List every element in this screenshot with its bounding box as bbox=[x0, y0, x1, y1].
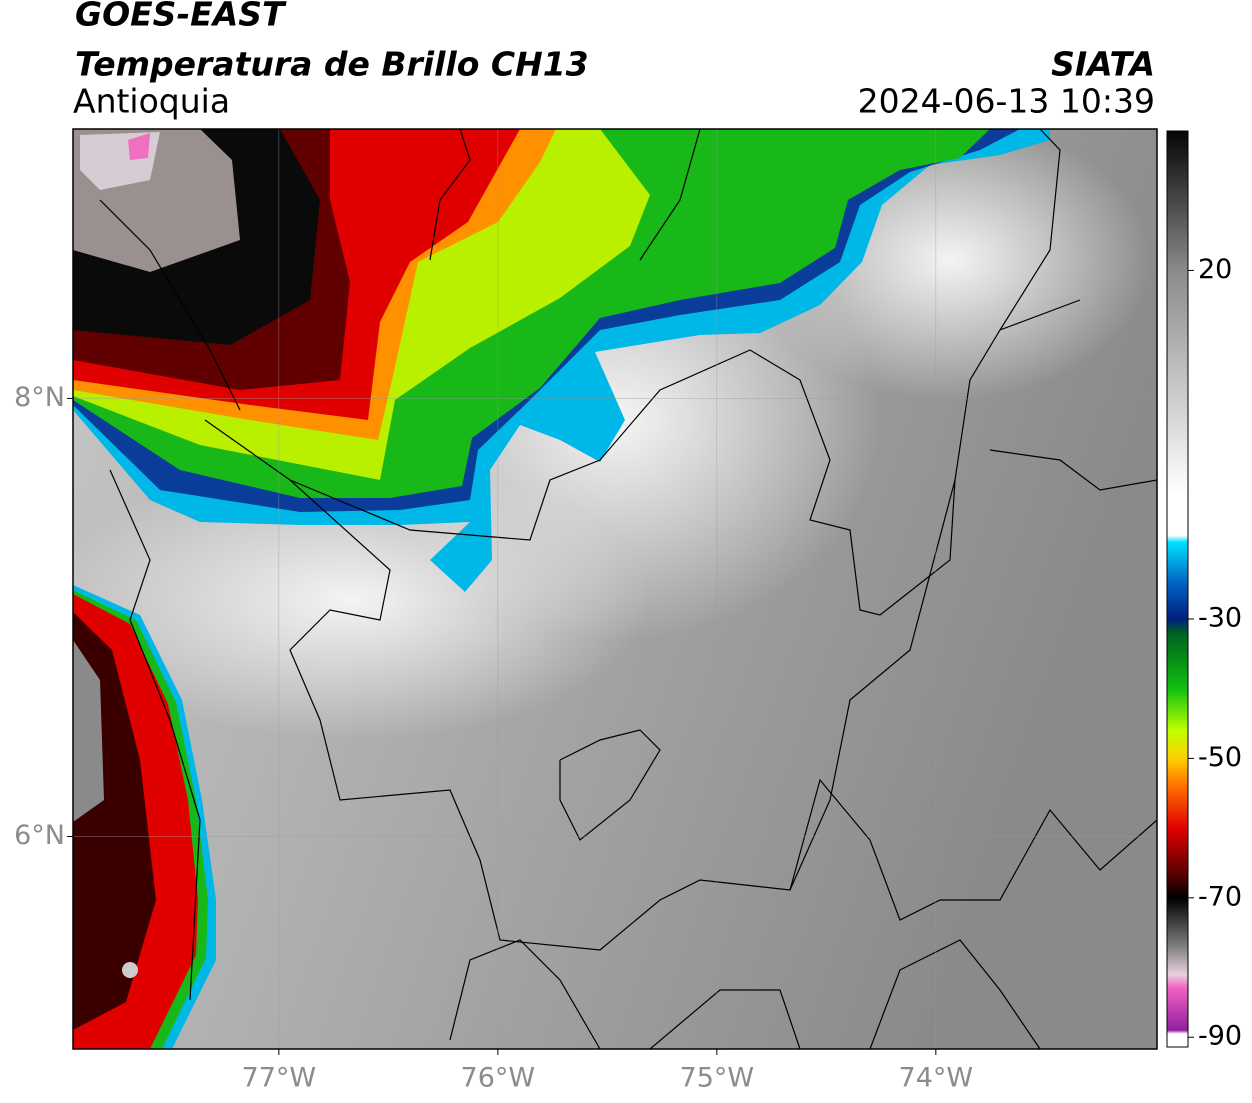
lon-tick-label: 77°W bbox=[242, 1063, 317, 1094]
colorbar-tick-label: -50 bbox=[1198, 742, 1242, 773]
satellite-title: GOES-EAST bbox=[75, 0, 287, 34]
satellite-image bbox=[73, 129, 1157, 1049]
colorbar bbox=[1166, 130, 1189, 1048]
lon-tick-label: 74°W bbox=[899, 1063, 974, 1094]
lon-tick-label: 75°W bbox=[680, 1063, 755, 1094]
borders bbox=[99, 128, 1158, 1050]
source-label: SIATA bbox=[1051, 45, 1155, 84]
colorbar-tick-label: 20 bbox=[1198, 254, 1232, 285]
datetime-label: 2024-06-13 10:39 bbox=[858, 82, 1155, 121]
colorbar-tick-label: -90 bbox=[1198, 1021, 1242, 1052]
region-label: Antioquia bbox=[73, 82, 230, 121]
lat-tick-label: 6°N bbox=[14, 820, 65, 851]
colorbar-tick-label: -30 bbox=[1198, 602, 1242, 633]
lat-tick-label: 8°N bbox=[14, 382, 65, 413]
product-title: Temperatura de Brillo CH13 bbox=[75, 45, 589, 84]
lon-tick-label: 76°W bbox=[461, 1063, 536, 1094]
map-frame bbox=[72, 128, 1158, 1050]
colorbar-tick-label: -70 bbox=[1198, 881, 1242, 912]
